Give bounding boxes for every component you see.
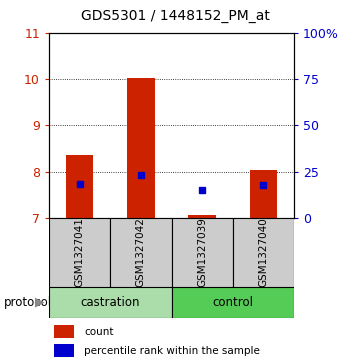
Text: castration: castration [80,296,140,309]
Bar [188,215,216,218]
Text: count: count [84,327,114,337]
Bar [172,287,294,318]
Text: GSM1327040: GSM1327040 [258,217,268,287]
Text: percentile rank within the sample: percentile rank within the sample [84,346,260,356]
Bar [172,218,233,287]
Bar [233,218,294,287]
Text: GSM1327039: GSM1327039 [197,217,207,287]
Bar [49,287,172,318]
Text: GDS5301 / 1448152_PM_at: GDS5301 / 1448152_PM_at [80,9,270,23]
Bar [49,218,110,287]
Bar [54,344,75,357]
Text: GSM1327042: GSM1327042 [136,217,146,287]
Bar [127,78,155,218]
Bar [54,325,75,338]
Text: ▶: ▶ [35,296,45,309]
Text: protocol: protocol [4,296,52,309]
Text: control: control [212,296,253,309]
Text: GSM1327041: GSM1327041 [75,217,85,287]
Bar [110,218,172,287]
Bar [250,170,277,218]
Bar [66,155,93,218]
